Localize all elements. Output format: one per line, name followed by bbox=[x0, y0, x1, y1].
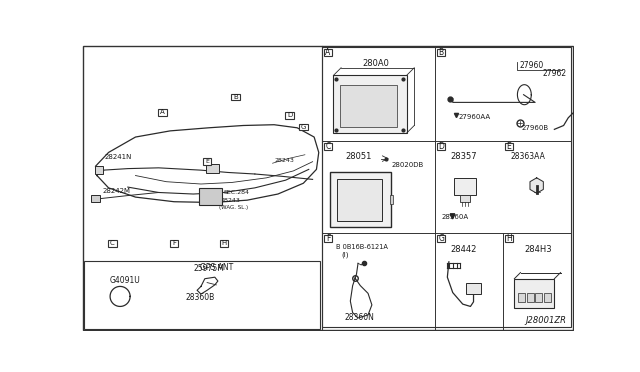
Text: 27960B: 27960B bbox=[521, 125, 548, 131]
Text: D: D bbox=[287, 112, 292, 118]
Text: B 0B16B-6121A: B 0B16B-6121A bbox=[336, 244, 388, 250]
Bar bbox=[437, 143, 445, 150]
Bar bbox=[437, 235, 445, 242]
Bar bbox=[505, 235, 513, 242]
Text: 28020DB: 28020DB bbox=[391, 163, 424, 169]
Bar bbox=[324, 49, 332, 56]
Bar bbox=[324, 143, 332, 150]
Text: (I): (I) bbox=[341, 252, 349, 258]
Text: 27960AA: 27960AA bbox=[458, 114, 490, 120]
Text: 28357: 28357 bbox=[451, 153, 477, 161]
Bar bbox=[299, 124, 308, 131]
Bar bbox=[437, 49, 445, 56]
Bar bbox=[340, 85, 397, 127]
Text: 28051: 28051 bbox=[345, 153, 371, 161]
Bar bbox=[324, 235, 332, 242]
Text: 28360B: 28360B bbox=[186, 293, 215, 302]
Text: 28241N: 28241N bbox=[105, 154, 132, 160]
Text: E: E bbox=[507, 142, 511, 151]
Bar bbox=[206, 164, 219, 173]
Text: 28360A: 28360A bbox=[441, 214, 468, 220]
Text: 27962: 27962 bbox=[543, 68, 567, 77]
Bar bbox=[454, 178, 476, 195]
Bar bbox=[232, 93, 240, 100]
Text: 28363AA: 28363AA bbox=[511, 153, 545, 161]
Bar bbox=[285, 112, 294, 119]
Text: 25975M: 25975M bbox=[193, 264, 224, 273]
Text: C: C bbox=[110, 240, 115, 246]
Bar bbox=[91, 195, 100, 202]
Bar bbox=[95, 166, 103, 174]
Text: SEC.284: SEC.284 bbox=[224, 190, 250, 195]
Text: 28243: 28243 bbox=[220, 199, 240, 203]
Text: 28243: 28243 bbox=[274, 158, 294, 163]
Bar bbox=[337, 179, 382, 221]
Text: H: H bbox=[221, 240, 227, 246]
Text: A: A bbox=[325, 48, 331, 57]
Bar bbox=[170, 240, 178, 247]
Bar bbox=[543, 293, 550, 302]
Text: B: B bbox=[233, 94, 238, 100]
Bar bbox=[466, 283, 481, 294]
Text: GPS ANT: GPS ANT bbox=[200, 263, 233, 272]
Text: G: G bbox=[438, 234, 444, 243]
Bar bbox=[322, 47, 572, 327]
Text: 280A0: 280A0 bbox=[362, 58, 389, 67]
Bar bbox=[390, 195, 393, 204]
Text: H: H bbox=[506, 234, 512, 243]
Bar bbox=[330, 172, 391, 227]
Bar bbox=[505, 143, 513, 150]
Bar bbox=[220, 240, 228, 247]
Text: (WAG. SL.): (WAG. SL.) bbox=[219, 205, 248, 210]
Text: 27960: 27960 bbox=[520, 61, 544, 70]
Bar bbox=[460, 195, 470, 202]
Bar bbox=[535, 293, 542, 302]
Bar bbox=[527, 293, 534, 302]
Text: A: A bbox=[160, 109, 165, 115]
Text: J28001ZR: J28001ZR bbox=[525, 316, 566, 325]
Text: 284H3: 284H3 bbox=[524, 245, 552, 254]
Text: 28442: 28442 bbox=[451, 245, 477, 254]
Bar bbox=[515, 279, 554, 308]
Text: G: G bbox=[301, 124, 306, 130]
Bar bbox=[84, 261, 320, 329]
Text: B: B bbox=[438, 48, 444, 57]
Text: 28242M: 28242M bbox=[102, 188, 131, 194]
Text: F: F bbox=[172, 240, 176, 246]
Text: G4091U: G4091U bbox=[110, 276, 141, 285]
Text: E: E bbox=[205, 159, 209, 164]
Bar bbox=[158, 109, 166, 116]
Text: C: C bbox=[325, 142, 331, 151]
Bar bbox=[333, 76, 406, 133]
Polygon shape bbox=[530, 178, 543, 193]
Text: 28360N: 28360N bbox=[345, 313, 375, 323]
Bar bbox=[518, 293, 525, 302]
Bar bbox=[203, 158, 211, 165]
Bar bbox=[108, 240, 116, 247]
Bar bbox=[198, 188, 221, 205]
Text: D: D bbox=[438, 142, 444, 151]
Text: F: F bbox=[326, 234, 330, 243]
